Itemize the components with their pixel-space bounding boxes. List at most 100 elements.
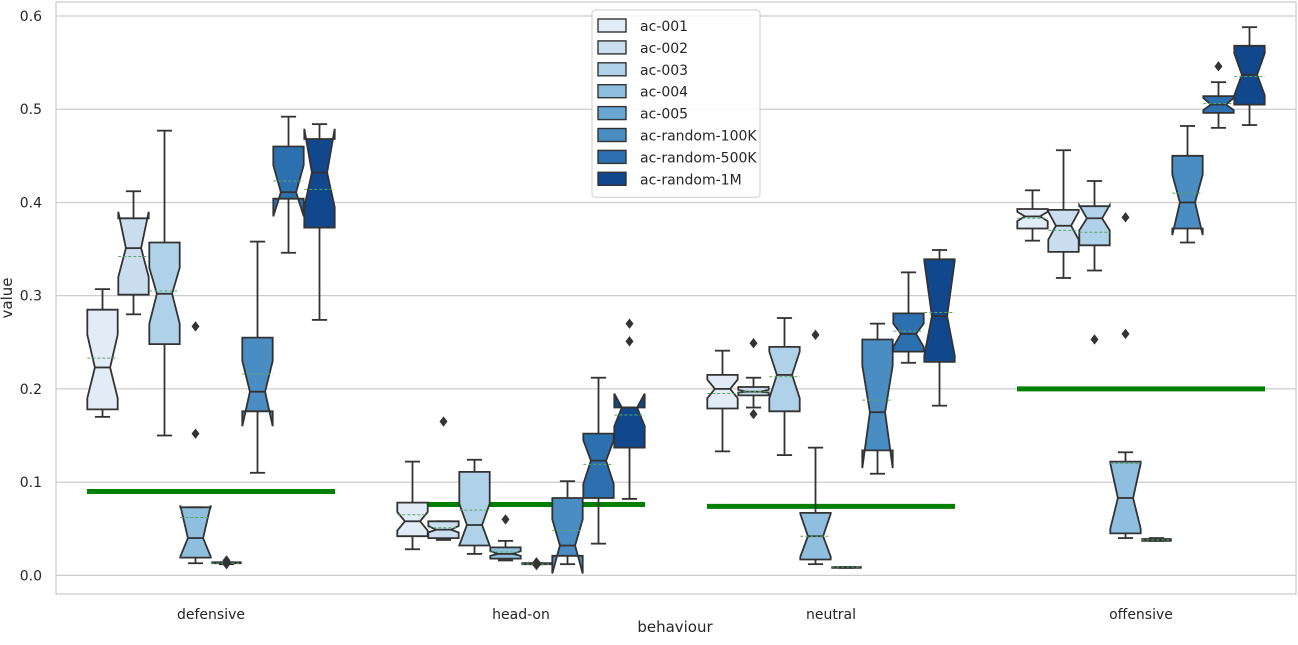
box-body xyxy=(179,505,212,559)
x-ticks: defensive head-on neutral offensive xyxy=(177,607,1173,623)
outlier-point xyxy=(1214,61,1223,72)
outlier-point xyxy=(222,555,231,566)
outlier-point xyxy=(749,408,758,420)
outlier-point xyxy=(1121,212,1130,223)
box xyxy=(551,480,584,574)
legend-swatch xyxy=(597,171,627,187)
y-tick-label: 0.2 xyxy=(20,382,42,398)
box xyxy=(923,249,956,407)
box-body xyxy=(241,336,274,427)
y-tick-label: 0.5 xyxy=(20,102,42,118)
outlier-point xyxy=(501,514,510,525)
outlier-point xyxy=(191,321,200,332)
outlier-point xyxy=(1121,328,1130,340)
box-body xyxy=(1078,201,1111,247)
legend-label: ac-005 xyxy=(640,107,688,123)
plot-frame xyxy=(55,1,1297,595)
y-axis-label: value xyxy=(0,278,16,319)
outlier-point xyxy=(532,557,541,568)
box-body xyxy=(923,258,956,363)
box-body xyxy=(861,338,894,469)
box xyxy=(489,514,522,562)
x-tick-label: head-on xyxy=(492,607,550,623)
box xyxy=(179,321,212,565)
outlier-point xyxy=(811,329,820,341)
box-body xyxy=(489,546,522,560)
box xyxy=(458,458,491,555)
legend-frame xyxy=(591,9,761,198)
box xyxy=(1141,537,1172,542)
box-body xyxy=(582,432,615,499)
box xyxy=(117,190,150,316)
box xyxy=(1109,212,1142,539)
box xyxy=(799,329,832,566)
y-ticks: 0.0 0.1 0.2 0.3 0.4 0.5 0.6 xyxy=(20,9,42,584)
box xyxy=(768,317,801,456)
legend-swatch xyxy=(597,62,627,77)
box xyxy=(582,376,615,545)
outlier-point xyxy=(191,428,200,439)
box xyxy=(303,123,336,321)
legend-label: ac-random-500K xyxy=(640,150,757,166)
box-body xyxy=(396,501,429,538)
box xyxy=(241,240,274,474)
legend-label: ac-random-100K xyxy=(640,129,757,145)
legend-label: ac-random-1M xyxy=(640,172,742,188)
x-tick-label: offensive xyxy=(1109,607,1173,623)
box xyxy=(148,129,181,437)
box-body xyxy=(706,373,739,410)
x-tick-label: defensive xyxy=(177,607,245,623)
x-tick-label: neutral xyxy=(806,607,856,623)
box-body xyxy=(86,308,119,411)
box xyxy=(1202,61,1235,129)
legend-swatch xyxy=(597,127,627,143)
box xyxy=(1171,125,1204,244)
box-body xyxy=(892,312,925,353)
y-tick-label: 0.0 xyxy=(20,568,42,584)
box xyxy=(1078,180,1111,345)
box xyxy=(396,460,429,551)
y-tick-label: 0.4 xyxy=(20,195,42,211)
box xyxy=(892,271,925,364)
outlier-point xyxy=(749,338,758,349)
box xyxy=(1047,149,1080,279)
legend-label: ac-004 xyxy=(640,85,688,101)
legend-swatch xyxy=(597,149,627,165)
box xyxy=(613,318,646,500)
outlier-point xyxy=(439,416,448,427)
legend-label: ac-002 xyxy=(640,41,688,57)
box-body xyxy=(458,470,491,547)
legend-swatch xyxy=(597,105,627,121)
box xyxy=(737,338,770,420)
outlier-point xyxy=(625,318,634,329)
box-body xyxy=(613,393,646,449)
legend: ac-001 ac-002 ac-003 ac-004 ac-005 ac-random-… xyxy=(591,9,761,198)
box xyxy=(211,555,242,570)
legend-label: ac-003 xyxy=(640,63,688,79)
legend-swatch xyxy=(597,40,627,55)
box xyxy=(86,288,119,418)
legend-swatch xyxy=(597,18,627,33)
y-tick-label: 0.6 xyxy=(20,9,42,25)
box-body xyxy=(117,211,150,296)
box xyxy=(831,566,862,569)
boxes xyxy=(86,26,1266,574)
box xyxy=(861,322,894,475)
y-tick-label: 0.1 xyxy=(20,475,42,491)
outlier-point xyxy=(625,336,634,347)
box xyxy=(272,115,305,254)
box xyxy=(1233,26,1266,126)
box-body xyxy=(768,345,801,413)
box xyxy=(521,557,552,571)
legend-label: ac-001 xyxy=(640,19,688,35)
box xyxy=(427,416,460,541)
box-body xyxy=(303,128,336,229)
y-tick-label: 0.3 xyxy=(20,289,42,305)
box xyxy=(706,349,739,453)
legend-swatch xyxy=(597,83,627,99)
box-body xyxy=(1171,154,1204,236)
reference-lines xyxy=(87,386,1265,509)
box xyxy=(1016,189,1049,242)
